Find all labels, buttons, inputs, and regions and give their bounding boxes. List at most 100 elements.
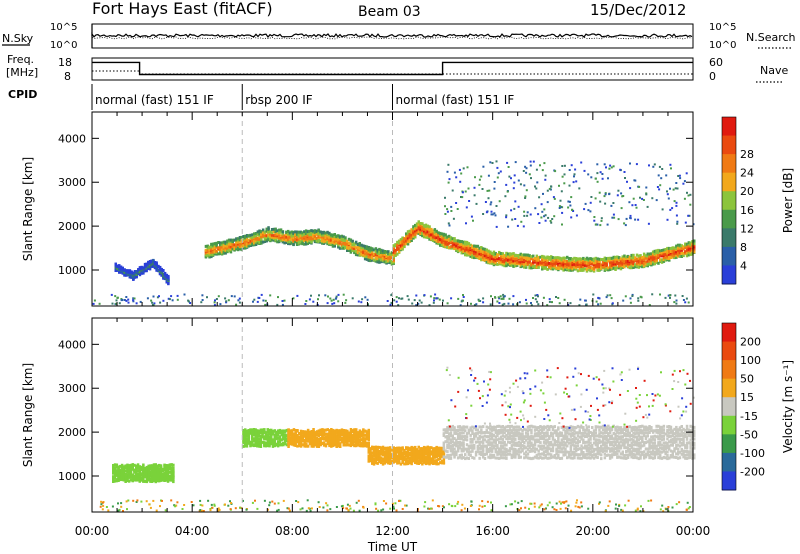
power-cell [508, 255, 512, 259]
power-cell [482, 213, 485, 215]
velocity-cell [145, 480, 149, 484]
power-cell [564, 262, 567, 266]
power-cell [295, 232, 299, 236]
power-cell [226, 239, 229, 243]
power-cell [635, 259, 639, 263]
scatter-cell [525, 298, 527, 301]
velocity-cell [287, 442, 290, 445]
power-cell [657, 256, 660, 260]
scatter-cell [639, 510, 642, 513]
scatter-cell [461, 503, 464, 506]
power-cell [542, 263, 546, 267]
power-cell [489, 250, 492, 254]
velocity-cell [358, 429, 362, 433]
velocity-cell [330, 433, 333, 437]
power-cell [245, 237, 249, 241]
velocity-cell [388, 460, 392, 464]
velocity-cell [403, 455, 406, 459]
velocity-cell [170, 476, 173, 480]
scatter-cell [598, 501, 601, 504]
velocity-cell [305, 432, 308, 436]
power-cell [446, 242, 449, 246]
power-cell [659, 254, 662, 257]
power-cell [646, 257, 649, 261]
velocity-cell [390, 453, 394, 457]
power-cell [462, 249, 465, 252]
power-cell [469, 243, 472, 247]
power-cell [573, 265, 576, 269]
power-cell [592, 257, 596, 261]
power-cell [292, 236, 295, 240]
velocity-cell [165, 469, 168, 473]
power-cell [689, 193, 692, 196]
power-cell [534, 207, 537, 210]
power-cell [496, 254, 499, 258]
power-cell [684, 221, 687, 224]
power-cell [306, 237, 310, 241]
power-cell [227, 242, 231, 246]
scatter-cell [305, 509, 308, 512]
velocity-cell [433, 461, 437, 465]
scatter-cell [433, 299, 435, 302]
velocity-cell [244, 435, 247, 439]
velocity-cell [319, 433, 322, 436]
power-cell [662, 252, 666, 256]
velocity-cell [331, 444, 335, 448]
velocity-cell [380, 456, 383, 460]
scatter-cell [120, 502, 123, 505]
power-cell [639, 261, 642, 265]
power-cell [383, 260, 387, 264]
velocity-cell [152, 478, 156, 482]
scatter-cell [542, 296, 545, 299]
power-cell [253, 235, 256, 238]
velocity-cell [424, 455, 428, 459]
power-cell [114, 262, 117, 266]
scatter-cell [215, 298, 218, 300]
scatter-cell [539, 504, 542, 507]
velocity-cell [299, 440, 303, 444]
velocity-cell [268, 435, 271, 439]
velocity-cell [263, 435, 266, 439]
nsearch-line [91, 36, 693, 40]
power-cell [487, 257, 490, 261]
power-cell [616, 259, 619, 263]
velocity-cell [165, 473, 168, 477]
velocity-cell [339, 429, 342, 433]
power-cell [353, 248, 356, 252]
power-cell [270, 228, 274, 231]
scatter-cell [268, 504, 271, 507]
velocity-cell [456, 449, 460, 453]
power-cell [596, 257, 599, 261]
scatter-cell [133, 297, 136, 300]
power-cell [263, 240, 267, 243]
velocity-cell [152, 472, 156, 476]
velocity-cell [289, 432, 292, 436]
velocity-cell [172, 469, 175, 473]
power-cell [299, 239, 302, 243]
power-cell [675, 204, 678, 207]
velocity-cell [376, 445, 379, 449]
power-cell [635, 253, 639, 257]
power-cell [356, 253, 360, 257]
power-cell [678, 246, 682, 250]
velocity-cell [467, 452, 471, 456]
power-cell [498, 200, 501, 203]
scatter-cell [115, 302, 118, 305]
velocity-cell [435, 453, 438, 457]
power-cell [437, 237, 440, 241]
power-cell [236, 246, 240, 250]
velocity-cell [152, 466, 156, 470]
power-cell [303, 242, 306, 246]
power-cell [616, 261, 619, 265]
power-cell [439, 231, 442, 235]
velocity-cell [290, 437, 294, 441]
velocity-cell [119, 474, 122, 478]
power-cell [617, 264, 621, 268]
power-cell [676, 243, 680, 247]
power-cell [279, 230, 283, 234]
power-cell [274, 235, 277, 239]
power-cell [570, 216, 573, 219]
power-cell [493, 187, 496, 190]
power-cell [657, 248, 660, 252]
velocity-cell [168, 463, 172, 467]
